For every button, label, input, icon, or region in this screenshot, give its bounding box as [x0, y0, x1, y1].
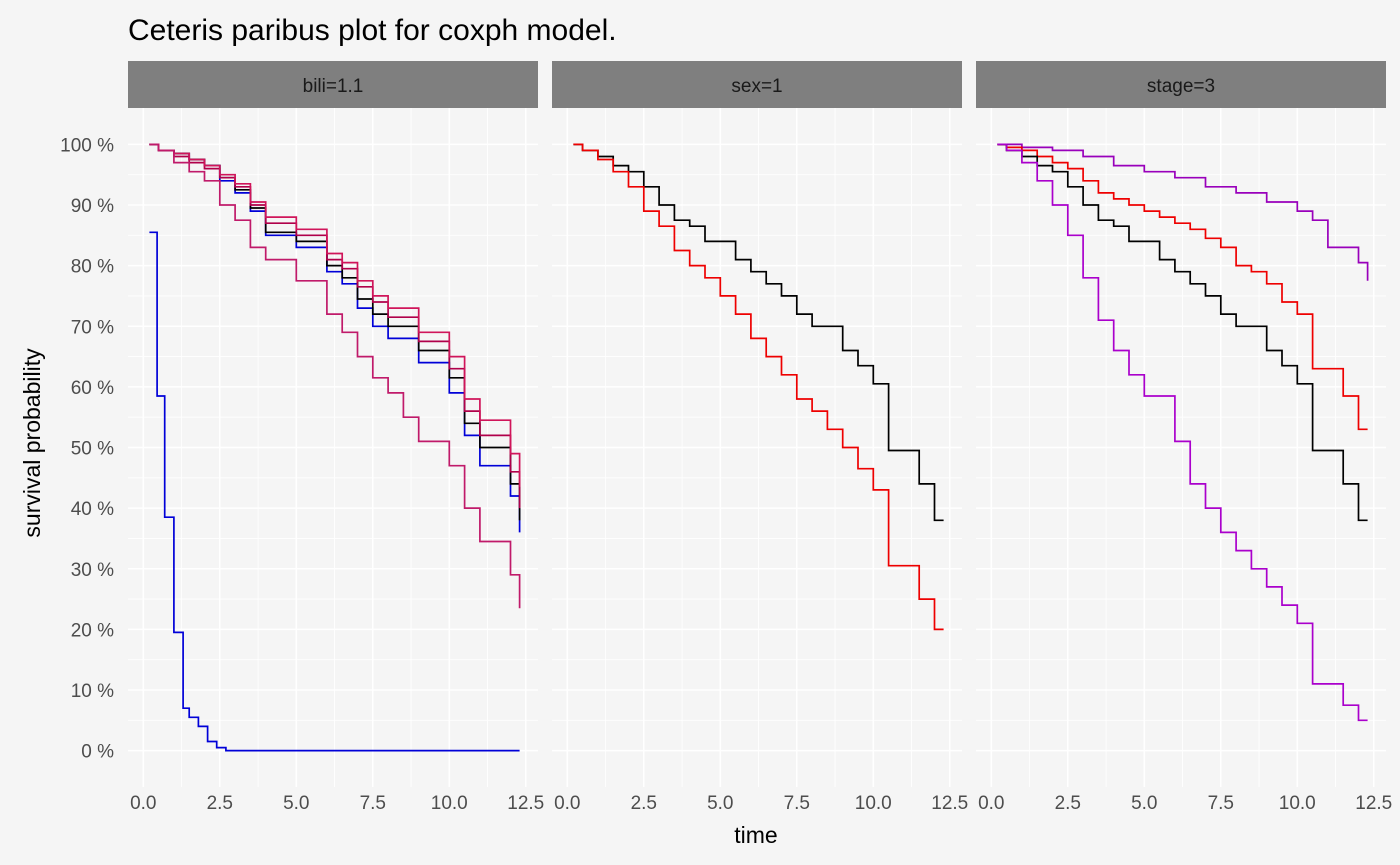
- y-tick-label: 50 %: [71, 439, 114, 460]
- x-tick-label: 12.5: [931, 793, 968, 814]
- x-tick-label: 2.5: [631, 793, 657, 814]
- survival-curve-6: [149, 231, 520, 752]
- x-tick-label: 2.5: [207, 793, 233, 814]
- x-tick-label: 7.5: [360, 793, 386, 814]
- survival-curve-1: [573, 143, 944, 522]
- chart-title: Ceteris paribus plot for coxph model.: [128, 14, 617, 47]
- x-tick-label: 7.5: [784, 793, 810, 814]
- x-tick-label: 0.0: [978, 793, 1004, 814]
- y-axis-title: survival probability: [19, 348, 45, 538]
- facet-panel-3: stage=3 0.0 2.5 5.0 7.5 10.0 12.5: [976, 61, 1392, 814]
- x-tick-label: 5.0: [1131, 793, 1157, 814]
- grid: [976, 108, 1386, 787]
- facet-panel-1: bili=1.1 0.0 2.5 5.0 7.5 10.0 12.5: [128, 61, 544, 814]
- x-axis-title: time: [734, 822, 777, 848]
- facet-panel-2: sex=1 0.0 2.5 5.0 7.5 10.0 12.5: [552, 61, 968, 814]
- survival-curve-4: [149, 143, 521, 487]
- x-tick-label: 2.5: [1055, 793, 1081, 814]
- x-tick-label: 0.0: [130, 793, 156, 814]
- facet-strip-label: sex=1: [731, 76, 782, 97]
- survival-curve-3: [997, 143, 1368, 522]
- y-tick-label: 100 %: [60, 135, 114, 156]
- facet-panels: bili=1.1 0.0 2.5 5.0 7.5 10.0 12.5 sex=1 0.0 2.5 5…: [128, 61, 1392, 814]
- grid: [552, 108, 962, 787]
- y-axis: 0 % 10 % 20 % 30 % 40 % 50 % 60 % 70 % 80 % 90 % 1…: [60, 135, 114, 762]
- y-tick-label: 70 %: [71, 317, 114, 338]
- y-tick-label: 0 %: [81, 742, 114, 763]
- survival-curve-2: [997, 143, 1368, 431]
- survival-curve-1: [997, 143, 1369, 281]
- facet-strip-label: bili=1.1: [303, 76, 364, 97]
- facet-strip: [128, 61, 538, 108]
- y-tick-label: 20 %: [71, 620, 114, 641]
- y-tick-label: 40 %: [71, 499, 114, 520]
- x-tick-label: 5.0: [283, 793, 309, 814]
- x-tick-label: 7.5: [1208, 793, 1234, 814]
- y-tick-label: 30 %: [71, 560, 114, 581]
- grid: [128, 108, 538, 787]
- x-tick-label: 0.0: [554, 793, 580, 814]
- facet-strip-label: stage=3: [1147, 76, 1215, 97]
- y-tick-label: 90 %: [71, 196, 114, 217]
- x-tick-label: 5.0: [707, 793, 733, 814]
- x-tick-label: 10.0: [431, 793, 468, 814]
- y-tick-label: 80 %: [71, 257, 114, 278]
- x-tick-label: 12.5: [1355, 793, 1392, 814]
- facet-strip: [976, 61, 1386, 108]
- survival-curve-5: [149, 143, 521, 609]
- x-tick-label: 12.5: [507, 793, 544, 814]
- y-tick-label: 10 %: [71, 681, 114, 702]
- y-tick-label: 60 %: [71, 378, 114, 399]
- facet-strip: [552, 61, 962, 108]
- survival-curve-4: [997, 143, 1368, 722]
- survival-curve-2: [573, 143, 944, 631]
- x-tick-label: 10.0: [1279, 793, 1316, 814]
- x-tick-label: 10.0: [855, 793, 892, 814]
